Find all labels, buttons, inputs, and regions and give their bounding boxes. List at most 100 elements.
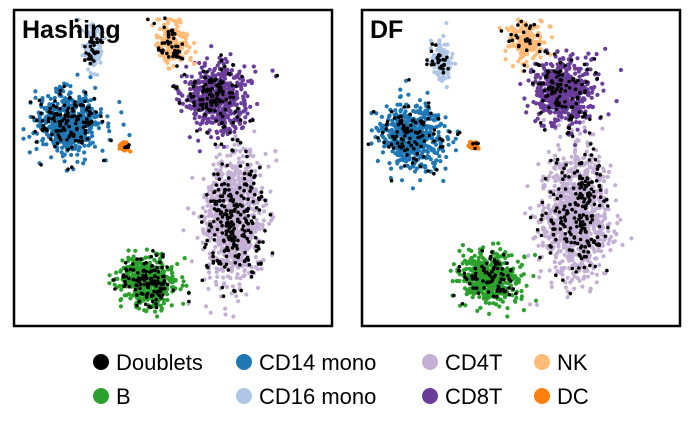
point-doublet <box>216 84 220 89</box>
point-doublet <box>238 186 242 190</box>
point-doublet <box>123 261 128 265</box>
point-doublet <box>79 135 83 139</box>
point-cd4t <box>629 236 634 241</box>
point-cd4t <box>236 160 241 165</box>
point-doublet <box>188 92 193 96</box>
point-cd4t <box>231 314 236 319</box>
point-doublet <box>205 96 209 101</box>
point-cd4t <box>573 165 578 170</box>
point-cd8t <box>575 106 580 111</box>
point-cd14-mono <box>117 99 122 105</box>
point-cd4t <box>225 274 231 279</box>
point-doublet <box>124 267 128 271</box>
point-cd4t <box>585 140 590 145</box>
point-doublet <box>235 247 240 251</box>
point-cd14-mono <box>42 106 48 111</box>
point-b <box>118 298 123 303</box>
point-doublet <box>211 219 216 224</box>
point-doublet <box>31 115 35 120</box>
point-cd4t <box>215 274 220 279</box>
point-cd14-mono <box>41 136 46 141</box>
point-doublet <box>213 142 218 147</box>
point-doublet <box>138 286 142 291</box>
point-cd4t <box>228 161 233 166</box>
point-doublet <box>252 175 256 180</box>
point-b <box>107 281 112 286</box>
point-cd8t <box>243 107 248 113</box>
point-cd4t <box>224 259 229 264</box>
point-cd4t <box>551 175 556 180</box>
point-cd4t <box>608 234 614 239</box>
point-cd8t <box>589 57 594 62</box>
point-cd4t <box>591 247 596 252</box>
point-doublet <box>253 235 258 240</box>
point-cd8t <box>202 61 207 66</box>
point-cd4t <box>593 207 598 212</box>
point-cd8t <box>541 123 546 128</box>
point-doublet <box>33 129 37 134</box>
point-cd4t <box>252 129 257 134</box>
point-cd4t <box>238 230 243 235</box>
point-cd4t <box>546 149 551 154</box>
point-cd8t <box>174 97 179 102</box>
point-cd4t <box>608 248 613 253</box>
point-doublet <box>212 172 216 176</box>
point-cd14-mono <box>81 161 86 166</box>
point-doublet <box>85 106 90 110</box>
point-cd8t <box>212 68 217 73</box>
point-cd8t <box>548 120 554 125</box>
point-cd14-mono <box>21 136 26 141</box>
point-cd8t <box>241 94 246 99</box>
point-cd4t <box>208 310 213 315</box>
point-cd4t <box>582 125 587 130</box>
point-b <box>162 269 167 274</box>
point-doublet <box>165 39 170 44</box>
point-cd4t <box>230 165 235 170</box>
point-cd16-mono <box>83 47 88 52</box>
point-doublet <box>136 271 140 275</box>
point-cd4t <box>255 200 260 205</box>
point-doublet <box>187 299 191 304</box>
point-cd16-mono <box>95 25 100 30</box>
point-b <box>126 248 131 253</box>
point-doublet <box>231 62 235 67</box>
point-cd4t <box>531 236 536 241</box>
point-cd8t <box>555 49 560 54</box>
point-doublet <box>213 189 217 194</box>
point-cd4t <box>597 154 602 159</box>
point-doublet <box>152 279 157 283</box>
point-doublet <box>158 289 163 294</box>
point-cd4t <box>572 229 578 234</box>
point-cd4t <box>232 172 237 177</box>
point-doublet <box>211 254 215 259</box>
point-doublet <box>53 119 57 123</box>
point-cd4t <box>586 224 591 229</box>
point-cd8t <box>207 67 212 72</box>
point-doublet <box>47 110 51 114</box>
point-doublet <box>207 92 212 97</box>
point-cd14-mono <box>62 152 67 157</box>
point-cd14-mono <box>75 72 80 77</box>
point-cd8t <box>541 72 546 77</box>
point-doublet <box>224 97 228 102</box>
point-cd4t <box>545 243 550 249</box>
point-doublet <box>66 118 70 123</box>
point-doublet <box>209 77 213 82</box>
point-b <box>169 265 174 270</box>
point-cd8t <box>239 81 244 86</box>
point-cd4t <box>601 179 607 184</box>
point-doublet <box>216 217 220 221</box>
point-doublet <box>227 188 231 192</box>
point-cd4t <box>569 154 574 159</box>
point-nk <box>178 32 183 37</box>
point-doublet <box>37 98 42 103</box>
point-doublet <box>150 299 155 304</box>
point-cd4t <box>213 224 218 229</box>
point-doublet <box>85 137 90 141</box>
point-cd4t <box>536 243 541 248</box>
point-cd8t <box>253 69 258 74</box>
point-cd8t <box>576 69 582 74</box>
point-cd8t <box>587 114 592 119</box>
point-doublet <box>219 142 224 146</box>
point-cd8t <box>606 112 611 117</box>
